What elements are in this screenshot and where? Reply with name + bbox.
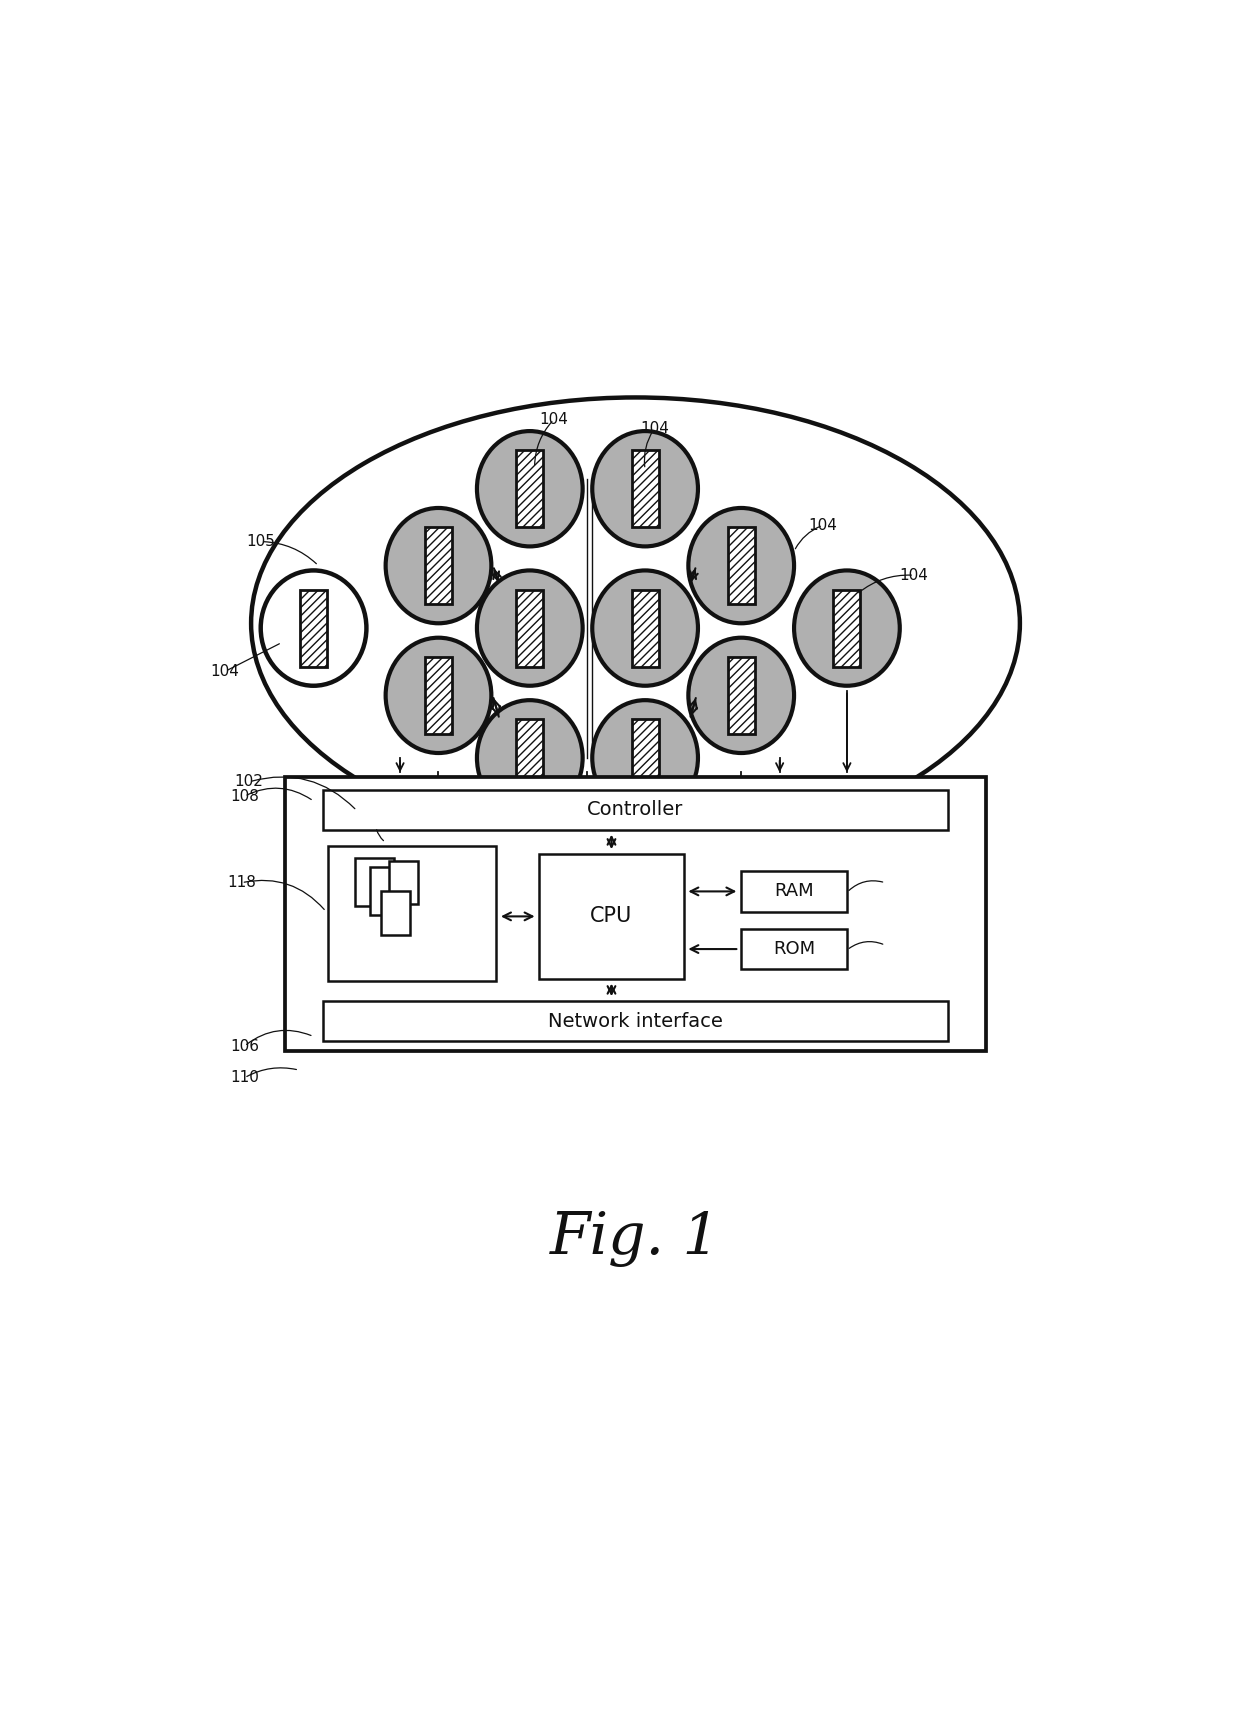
Ellipse shape <box>250 398 1021 849</box>
Text: 102: 102 <box>234 775 264 790</box>
Bar <box>324 790 947 830</box>
Text: RAM: RAM <box>774 882 813 901</box>
Ellipse shape <box>688 638 794 754</box>
Text: 122: 122 <box>362 820 391 835</box>
Text: 114: 114 <box>870 875 900 890</box>
Bar <box>382 892 410 935</box>
Text: 120: 120 <box>381 980 409 996</box>
Ellipse shape <box>688 508 794 622</box>
Text: 104: 104 <box>808 517 837 533</box>
Bar <box>327 845 496 980</box>
Text: ROM: ROM <box>773 941 815 958</box>
Text: Controller: Controller <box>588 801 683 820</box>
Text: 104: 104 <box>211 664 239 679</box>
Text: Network interface: Network interface <box>548 1011 723 1030</box>
Text: CPU: CPU <box>590 906 632 927</box>
Bar <box>516 590 543 667</box>
Bar <box>631 450 658 527</box>
Bar <box>516 719 543 797</box>
Bar <box>728 657 755 733</box>
Ellipse shape <box>794 571 900 686</box>
Ellipse shape <box>386 638 491 754</box>
Bar <box>356 858 394 906</box>
Text: 105: 105 <box>247 534 275 550</box>
Text: 112: 112 <box>448 986 477 1001</box>
Ellipse shape <box>593 431 698 546</box>
Ellipse shape <box>260 571 367 686</box>
Ellipse shape <box>477 700 583 816</box>
Bar <box>742 928 847 970</box>
Text: 104: 104 <box>539 412 568 427</box>
Ellipse shape <box>386 508 491 622</box>
Bar <box>389 861 418 904</box>
Bar <box>631 590 658 667</box>
Bar <box>300 590 327 667</box>
Text: Fig. 1: Fig. 1 <box>551 1210 720 1267</box>
Bar <box>833 590 861 667</box>
Bar <box>631 719 658 797</box>
Text: 110: 110 <box>229 1070 259 1086</box>
Text: 108: 108 <box>229 788 259 804</box>
Ellipse shape <box>477 431 583 546</box>
Text: 116: 116 <box>870 937 900 953</box>
Ellipse shape <box>593 700 698 816</box>
Ellipse shape <box>477 571 583 686</box>
Bar <box>539 854 683 979</box>
Text: 106: 106 <box>229 1039 259 1053</box>
Bar <box>370 868 408 915</box>
Bar <box>742 871 847 911</box>
Text: 104: 104 <box>900 567 929 583</box>
Text: 118: 118 <box>227 875 255 890</box>
Bar <box>285 776 986 1051</box>
Bar <box>728 527 755 603</box>
Bar <box>425 657 451 733</box>
Bar <box>324 1001 947 1041</box>
Text: 104: 104 <box>640 420 670 436</box>
Bar <box>425 527 451 603</box>
Bar <box>516 450 543 527</box>
Ellipse shape <box>593 571 698 686</box>
